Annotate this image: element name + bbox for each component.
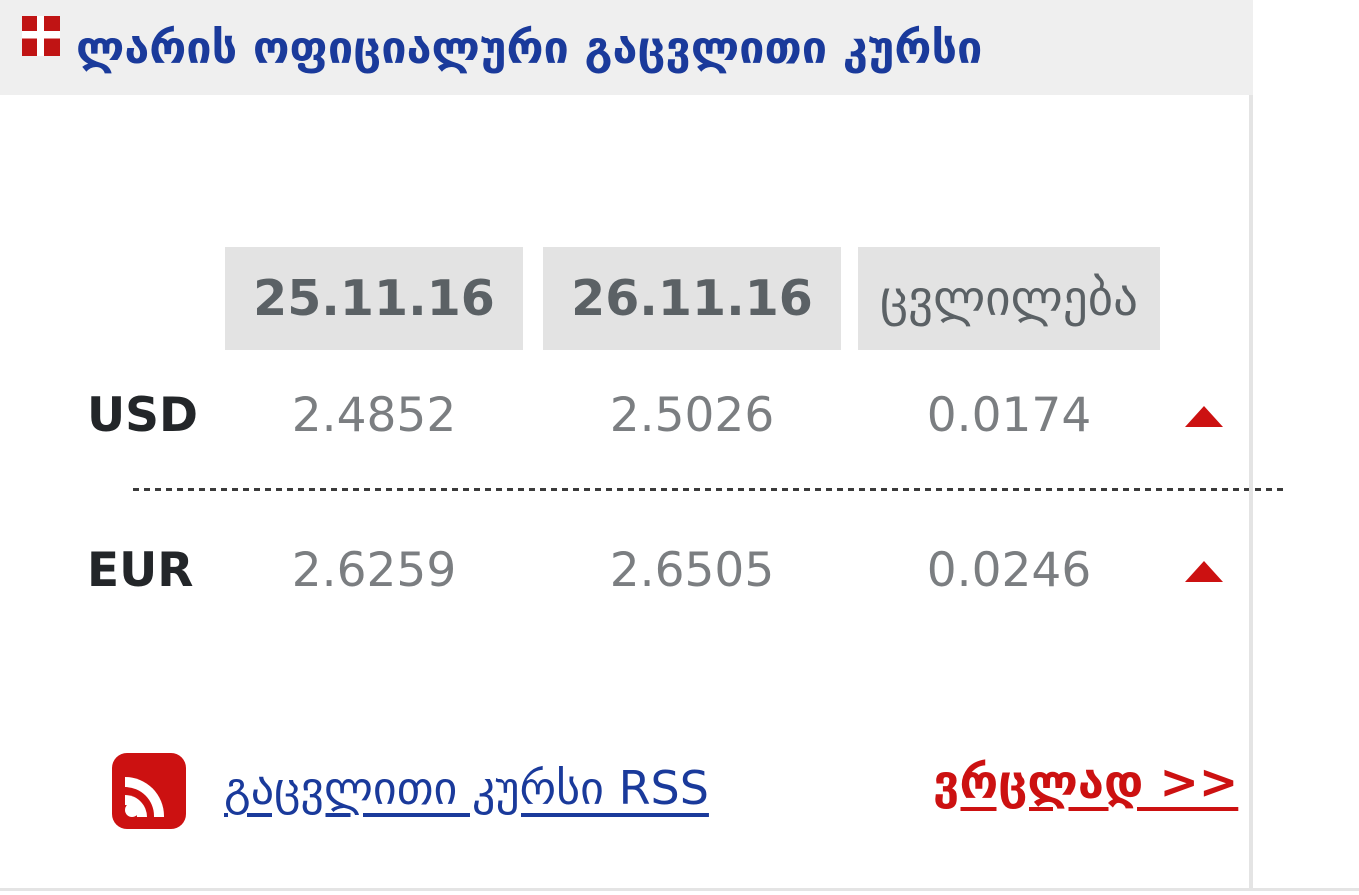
widget-right-border xyxy=(1249,95,1253,890)
rate-prev: 2.6259 xyxy=(291,543,457,598)
rate-curr: 2.5026 xyxy=(609,388,775,443)
currency-code: EUR xyxy=(87,543,194,598)
trend-up-arrow-icon xyxy=(1185,561,1223,582)
table-row-eur: EUR 2.6259 2.6505 0.0246 xyxy=(0,538,1290,604)
column-header-change: ცვლილება xyxy=(858,247,1160,350)
rss-feed-link[interactable]: გაცვლითი კურსი RSS xyxy=(224,761,709,815)
rate-change: 0.0174 xyxy=(926,388,1092,443)
rss-wave-outer xyxy=(125,777,164,817)
widget-title: ლარის ოფიციალური გაცვლითი კურსი xyxy=(76,21,983,74)
rate-prev: 2.4852 xyxy=(291,388,457,443)
column-header-curr-date: 26.11.16 xyxy=(543,247,841,350)
red-cross-icon xyxy=(22,16,60,56)
rss-dot xyxy=(125,803,139,817)
rate-curr: 2.6505 xyxy=(609,543,775,598)
column-header-prev-date: 25.11.16 xyxy=(225,247,523,350)
rss-icon[interactable] xyxy=(112,753,186,829)
table-row-usd: USD 2.4852 2.5026 0.0174 xyxy=(0,383,1290,449)
more-details-link[interactable]: ვრცლად >> xyxy=(933,755,1239,810)
rate-change: 0.0246 xyxy=(926,543,1092,598)
dashed-row-divider xyxy=(133,488,1287,491)
currency-code: USD xyxy=(87,388,199,443)
rss-wave-inner xyxy=(125,795,147,817)
trend-up-arrow-icon xyxy=(1185,406,1223,427)
widget-bottom-border xyxy=(0,888,1359,891)
widget-header: ლარის ოფიციალური გაცვლითი კურსი xyxy=(0,0,1253,95)
